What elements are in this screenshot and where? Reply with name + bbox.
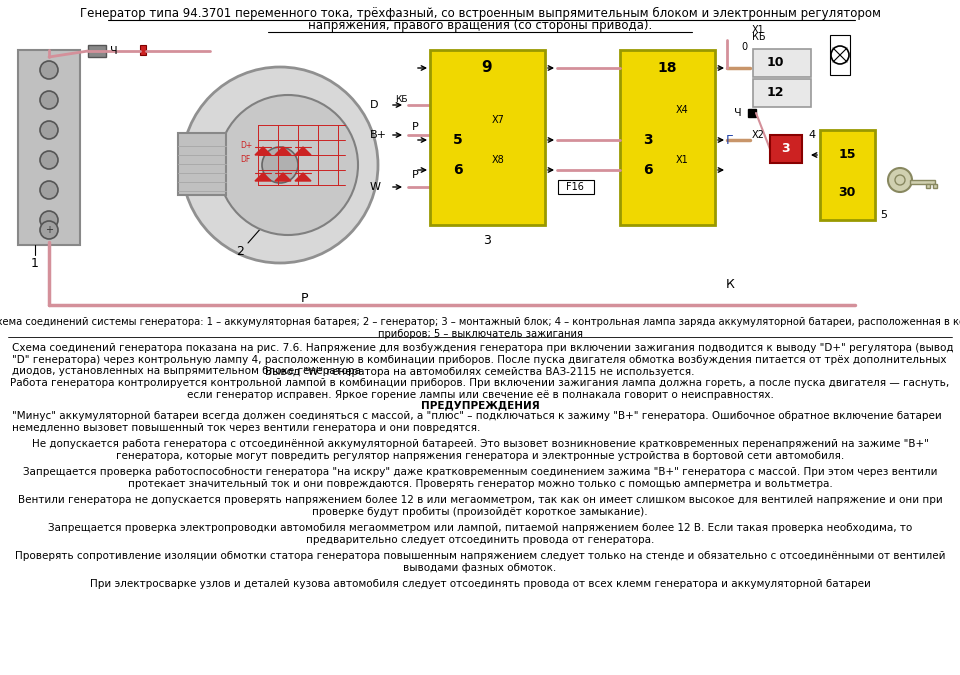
Polygon shape — [295, 147, 311, 155]
Text: X7: X7 — [492, 115, 504, 125]
Text: F16: F16 — [566, 182, 584, 192]
Text: 6: 6 — [453, 163, 463, 177]
Text: 18: 18 — [658, 61, 677, 75]
Text: К: К — [726, 279, 734, 292]
Text: Работа генератора контролируется контрольной лампой в комбинации приборов. При в: Работа генератора контролируется контрол… — [11, 378, 949, 400]
Circle shape — [40, 61, 58, 79]
Text: ПРЕДУПРЕЖДЕНИЯ: ПРЕДУПРЕЖДЕНИЯ — [420, 400, 540, 410]
Text: X8: X8 — [492, 155, 504, 165]
Text: W: W — [370, 182, 381, 192]
Text: D+: D+ — [240, 140, 252, 149]
Text: D: D — [370, 100, 378, 110]
Circle shape — [888, 168, 912, 192]
Text: 4: 4 — [808, 130, 815, 140]
Text: Не допускается работа генератора с отсоединённой аккумуляторной батареей. Это вы: Не допускается работа генератора с отсое… — [32, 439, 928, 460]
Text: Г: Г — [726, 134, 733, 146]
Text: Рис. 7.6. Схема соединений системы генератора: 1 – аккумуляторная батарея; 2 – г: Рис. 7.6. Схема соединений системы генер… — [0, 317, 960, 339]
Bar — [748, 109, 756, 117]
Text: 10: 10 — [766, 57, 783, 70]
Text: напряжения, правого вращения (со стороны привода).: напряжения, правого вращения (со стороны… — [308, 19, 652, 32]
Text: Вентили генератора не допускается проверять напряжением более 12 в или мегаоммет: Вентили генератора не допускается провер… — [17, 495, 943, 516]
Bar — [753, 49, 811, 77]
Circle shape — [218, 95, 358, 235]
Bar — [430, 50, 545, 225]
Bar — [820, 130, 875, 220]
Text: +: + — [45, 225, 53, 235]
Text: 2: 2 — [236, 245, 244, 258]
Text: 6: 6 — [643, 163, 653, 177]
Bar — [178, 133, 226, 195]
Circle shape — [40, 221, 58, 239]
Text: X4: X4 — [676, 105, 688, 115]
Text: 0: 0 — [742, 42, 748, 52]
Text: P: P — [412, 122, 419, 132]
Text: 3: 3 — [483, 234, 491, 246]
Polygon shape — [275, 147, 291, 155]
Circle shape — [40, 151, 58, 169]
Polygon shape — [275, 173, 291, 181]
Text: Генератор типа 94.3701 переменного тока, трёхфазный, со встроенным выпрямительны: Генератор типа 94.3701 переменного тока,… — [80, 7, 880, 20]
Polygon shape — [255, 147, 271, 155]
Text: DF: DF — [240, 155, 251, 165]
Text: P: P — [412, 170, 419, 180]
Bar — [558, 180, 594, 194]
Bar — [910, 180, 935, 184]
Text: 3: 3 — [643, 133, 653, 147]
Text: B+: B+ — [370, 130, 387, 140]
Circle shape — [40, 91, 58, 109]
Bar — [830, 35, 850, 75]
Text: 5: 5 — [880, 210, 887, 220]
Text: 1: 1 — [31, 257, 39, 270]
Bar — [620, 50, 715, 225]
Bar — [933, 184, 937, 188]
Bar — [140, 45, 146, 55]
Circle shape — [40, 211, 58, 229]
Text: КБ: КБ — [395, 95, 407, 105]
Text: 15: 15 — [838, 148, 855, 161]
Bar — [88, 45, 106, 57]
Text: "Минус" аккумуляторной батареи всегда должен соединяться с массой, а "плюс" – по: "Минус" аккумуляторной батареи всегда до… — [12, 411, 942, 433]
Bar — [18, 50, 80, 245]
Text: Проверять сопротивление изоляции обмотки статора генератора повышенным напряжени: Проверять сопротивление изоляции обмотки… — [14, 551, 946, 572]
Text: Вывод "W" генератора на автомобилях семейства ВАЗ-2115 не используется.: Вывод "W" генератора на автомобилях семе… — [265, 367, 695, 377]
Circle shape — [40, 181, 58, 199]
Text: КБ: КБ — [752, 32, 766, 42]
Text: Схема соединений генератора показана на рис. 7.6. Напряжение для возбуждения ген: Схема соединений генератора показана на … — [12, 343, 953, 376]
Polygon shape — [295, 173, 311, 181]
Text: Ч: Ч — [110, 46, 118, 56]
Text: Запрещается проверка электропроводки автомобиля мегаомметром или лампой, питаемо: Запрещается проверка электропроводки авт… — [48, 523, 912, 545]
Text: 30: 30 — [838, 186, 855, 198]
Bar — [926, 184, 930, 188]
Text: Ч: Ч — [734, 108, 742, 118]
Text: При электросварке узлов и деталей кузова автомобиля следует отсоединять провода : При электросварке узлов и деталей кузова… — [89, 579, 871, 589]
Text: X2: X2 — [752, 130, 765, 140]
Circle shape — [182, 67, 378, 263]
Text: 12: 12 — [766, 86, 783, 99]
Text: 5: 5 — [453, 133, 463, 147]
Text: X1: X1 — [752, 25, 765, 35]
Text: X1: X1 — [676, 155, 688, 165]
Circle shape — [40, 121, 58, 139]
Text: 3: 3 — [781, 142, 790, 155]
Text: Р: Р — [301, 292, 309, 304]
Bar — [770, 135, 802, 163]
Circle shape — [262, 147, 298, 183]
Text: 9: 9 — [482, 61, 492, 76]
Bar — [753, 79, 811, 107]
Polygon shape — [255, 173, 271, 181]
Text: Запрещается проверка работоспособности генератора "на искру" даже кратковременны: Запрещается проверка работоспособности г… — [23, 467, 937, 489]
